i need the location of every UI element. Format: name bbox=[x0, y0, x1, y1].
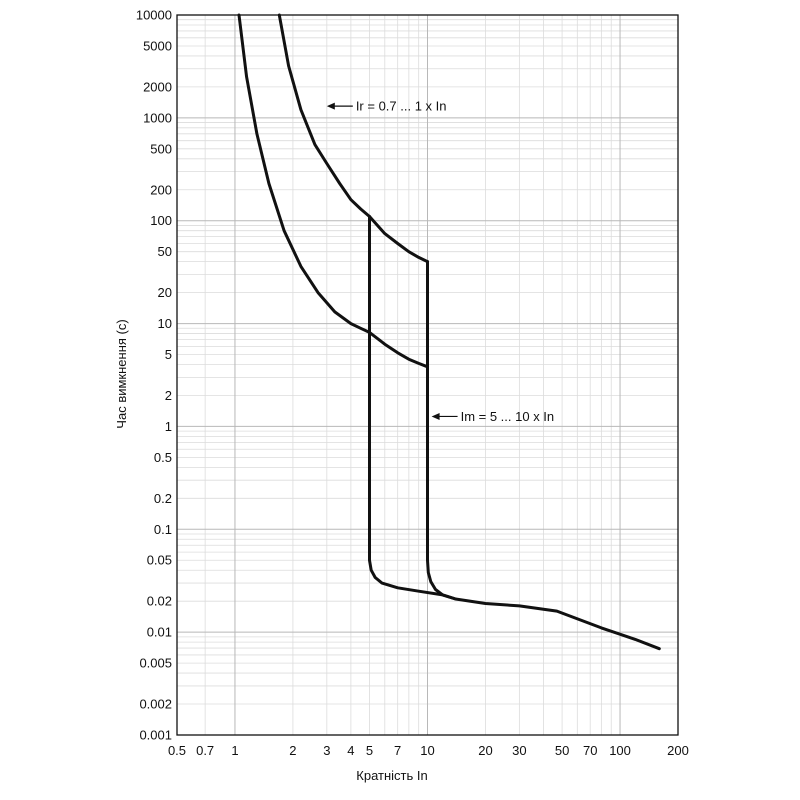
x-tick-label: 0.5 bbox=[168, 743, 186, 758]
y-tick-label: 0.005 bbox=[139, 656, 172, 671]
x-tick-labels: 0.5 0.7 1 2 3 4 5 7 10 20 30 50 70 100 200 bbox=[168, 743, 689, 758]
x-tick-label: 20 bbox=[478, 743, 492, 758]
y-tick-label: 5 bbox=[165, 347, 172, 362]
x-tick-label: 100 bbox=[609, 743, 631, 758]
y-tick-label: 0.02 bbox=[147, 594, 172, 609]
x-tick-label: 5 bbox=[366, 743, 373, 758]
y-tick-label: 5000 bbox=[143, 38, 172, 53]
x-tick-label: 4 bbox=[347, 743, 354, 758]
y-tick-label: 0.05 bbox=[147, 553, 172, 568]
x-tick-label: 10 bbox=[420, 743, 434, 758]
x-axis-title: Кратність In bbox=[356, 768, 427, 783]
annotation-layer: Ir = 0.7 ... 1 x In Im = 5 ... 10 x In bbox=[326, 99, 555, 424]
x-tick-label: 50 bbox=[555, 743, 569, 758]
curve-layer bbox=[237, 13, 661, 651]
y-tick-label: 0.01 bbox=[147, 625, 172, 640]
y-tick-label: 0.5 bbox=[154, 450, 172, 465]
y-tick-label: 2 bbox=[165, 388, 172, 403]
annotation-arrow-head bbox=[326, 102, 335, 110]
y-axis-title: Час вимкнення (с) bbox=[114, 319, 129, 428]
y-tick-labels: 10000 5000 2000 1000 500 200 100 50 20 10 5 2 1 0.5 0.… bbox=[136, 8, 172, 743]
x-tick-label: 7 bbox=[394, 743, 401, 758]
plot-frame bbox=[176, 14, 679, 736]
x-tick-label: 70 bbox=[583, 743, 597, 758]
y-tick-label: 0.2 bbox=[154, 491, 172, 506]
x-tick-label: 200 bbox=[667, 743, 689, 758]
y-tick-label: 1 bbox=[165, 419, 172, 434]
x-tick-label: 1 bbox=[231, 743, 238, 758]
annotation-label-1: Ir = 0.7 ... 1 x In bbox=[356, 99, 447, 114]
trip-curve-2 bbox=[277, 13, 429, 264]
trip-curve-1 bbox=[237, 13, 429, 369]
trip-curve-3 bbox=[368, 215, 661, 651]
y-tick-label: 1000 bbox=[143, 110, 172, 125]
y-tick-label: 0.1 bbox=[154, 522, 172, 537]
y-tick-label: 500 bbox=[150, 141, 172, 156]
y-tick-label: 2000 bbox=[143, 79, 172, 94]
y-tick-label: 0.002 bbox=[139, 697, 172, 712]
y-tick-label: 10000 bbox=[136, 8, 172, 23]
x-tick-label: 3 bbox=[323, 743, 330, 758]
y-tick-label: 100 bbox=[150, 213, 172, 228]
annotation-arrow-head bbox=[431, 412, 440, 420]
x-tick-label: 2 bbox=[289, 743, 296, 758]
y-tick-label: 50 bbox=[158, 244, 172, 259]
y-tick-label: 200 bbox=[150, 182, 172, 197]
y-tick-label: 10 bbox=[158, 316, 172, 331]
x-tick-label: 0.7 bbox=[196, 743, 214, 758]
y-tick-label: 20 bbox=[158, 285, 172, 300]
y-tick-label: 0.001 bbox=[139, 728, 172, 743]
trip-curve-4 bbox=[426, 260, 458, 601]
x-tick-label: 30 bbox=[512, 743, 526, 758]
annotation-label-2: Im = 5 ... 10 x In bbox=[461, 409, 555, 424]
